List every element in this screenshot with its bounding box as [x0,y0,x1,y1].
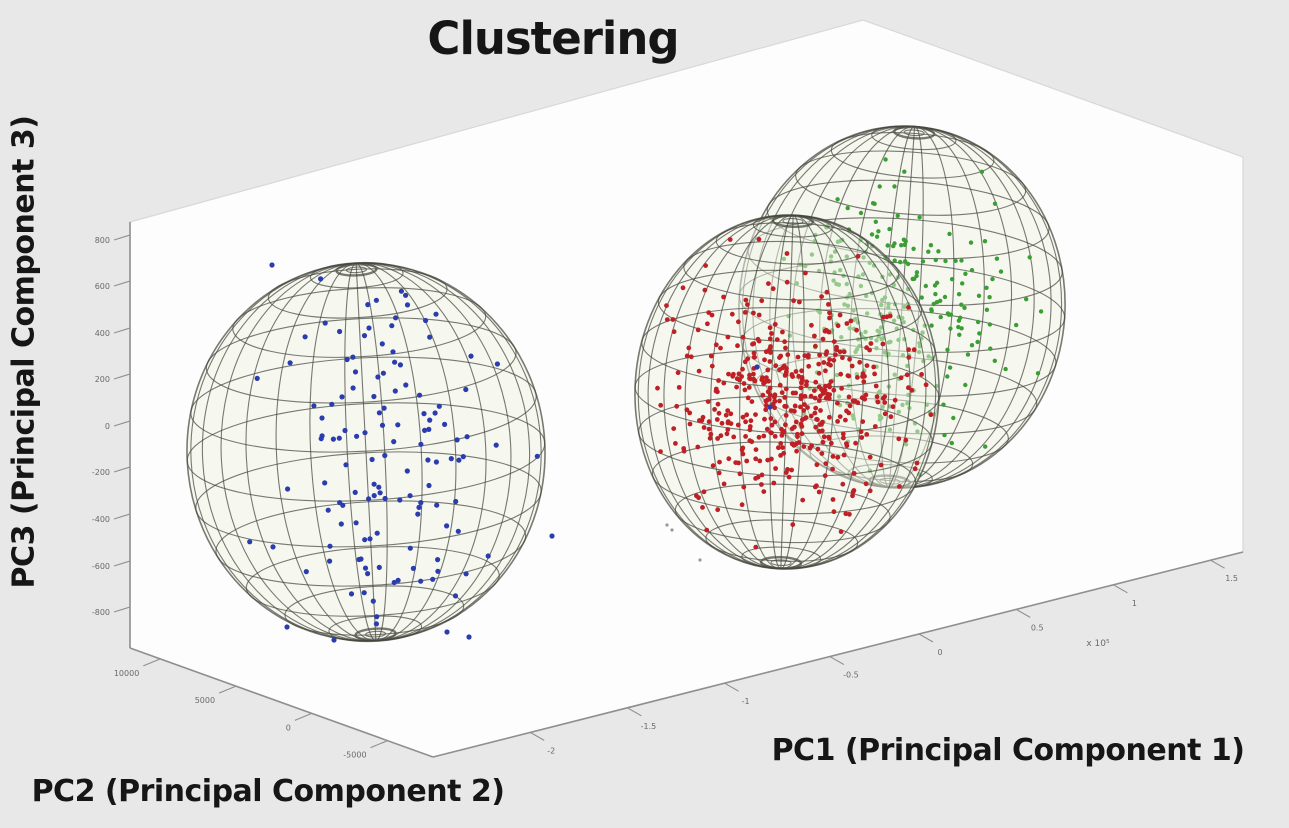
pc3-tick-label: 0 [105,422,110,431]
pc2-tick-label: -5000 [343,751,366,760]
cluster-2-red-points [655,236,934,550]
pc1-tick-label: -1 [742,697,750,706]
outlier-points-blue [269,262,773,643]
pc3-tick-label: 600 [95,282,110,291]
pc1-tick-label: 0.5 [1031,623,1044,632]
pc3-tick-label: 400 [95,329,110,338]
pc1-tick-label: 1 [1132,599,1137,608]
pc2-axis-label: PC2 (Principal Component 2) [31,774,505,809]
sphere-front-right [634,214,940,570]
chart-title: Clustering [427,12,679,65]
pc2-tick-label: 5000 [195,696,215,705]
sphere-left [186,261,546,643]
axes: 800 600 400 200 0 -200 -400 -600 -800 10000 5000 0 -… [92,222,1244,760]
pc3-tick-label: -200 [92,468,110,477]
pc1-tick-label: 1.5 [1225,574,1238,583]
pc3-tick-label: 200 [95,375,110,384]
pc3-tick-label: -600 [92,562,110,571]
pc1-tick-label: -1.5 [641,722,657,731]
pc3-tick-label: 800 [95,236,110,245]
cluster-1-blue-points [247,276,540,627]
outlier-points-gray [665,523,702,562]
pc1-tick-label: -0.5 [843,671,859,680]
pc1-exponent-label: x 10⁵ [1086,639,1110,649]
pc3-tick-label: -400 [92,515,110,524]
pc3-tick-label: -800 [92,608,110,617]
pc1-axis-label: PC1 (Principal Component 1) [771,733,1245,768]
pc1-tick-label: 0 [937,648,942,657]
pc2-tick-label: 10000 [114,669,139,678]
pc1-tick-label: -2 [547,746,555,755]
pc3-axis-label: PC3 (Principal Component 3) [6,115,42,589]
pc2-tick-label: 0 [286,723,291,732]
